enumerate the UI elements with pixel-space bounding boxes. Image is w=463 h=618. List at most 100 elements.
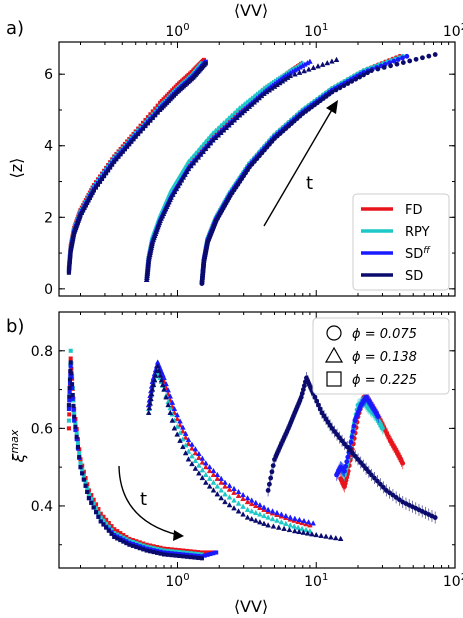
panel-b-data-point — [74, 434, 79, 439]
panel-b-data-point — [98, 519, 103, 524]
panel-b-data-point — [127, 542, 132, 547]
panel-b-data-point — [91, 505, 96, 510]
panel-a-data-point — [188, 155, 194, 162]
panel-a-data-point — [212, 134, 219, 140]
panel-a-data-point — [407, 58, 413, 64]
y-tick-label: 2 — [44, 210, 53, 226]
panel-b-series-sdff-phi0138 — [145, 359, 316, 526]
panel-b-data-point — [185, 436, 192, 443]
panel-b-data-point — [150, 381, 157, 388]
panel-b-data-point — [196, 462, 202, 468]
panel-b-data-point — [182, 434, 189, 440]
panel-b-data-point — [244, 514, 251, 520]
panel-a-data-point — [215, 125, 222, 131]
panel-b-data-point — [73, 427, 78, 432]
panel-b-data-point — [80, 467, 85, 472]
panel-b-data-point — [377, 481, 383, 487]
panel-b-data-point — [252, 499, 259, 505]
panel-a-data-point — [176, 180, 183, 186]
panel-a-data-point — [150, 109, 155, 114]
panel-b-data-point — [101, 514, 106, 519]
top-x-axis-label: ⟨VV⟩ — [234, 1, 268, 20]
panel-b-data-point — [355, 456, 361, 462]
panel-a-data-point — [192, 150, 199, 156]
panel-a-time-arrow — [263, 107, 334, 227]
panel-b-data-point — [151, 550, 156, 555]
x-tick-label: 102 — [443, 572, 463, 590]
panel-b-data-point — [157, 372, 164, 378]
panel-a-data-point — [404, 53, 410, 59]
panel-a-legend-box — [352, 193, 450, 291]
panel-a-data-point — [145, 121, 150, 126]
panel-b-time-arrow — [118, 465, 179, 536]
panel-a-data-point — [68, 251, 73, 256]
panel-b-data-point — [192, 450, 199, 456]
panel-b-data-point — [165, 387, 171, 393]
panel-b-data-point — [112, 534, 117, 540]
panel-a-data-point — [170, 191, 176, 197]
panel-b-data-point — [226, 501, 233, 508]
panel-b-data-point — [287, 522, 294, 528]
panel-b-data-point — [151, 377, 158, 383]
panel-a-data-point — [143, 124, 148, 129]
panel-b-data-point — [78, 461, 83, 466]
panel-b-data-point — [147, 400, 153, 406]
panel-b-data-point — [204, 550, 210, 555]
panel-b-data-point — [167, 409, 174, 415]
panel-b-data-point — [295, 524, 301, 530]
panel-b-data-point — [278, 511, 285, 517]
panel-b-data-point — [149, 386, 156, 392]
panel-b-y-axis-label: ξmax — [8, 429, 28, 463]
panel-b-data-point — [283, 520, 289, 526]
panel-a-data-point — [136, 132, 141, 137]
panel-b-data-point — [165, 552, 170, 557]
panel-a-data-point — [141, 126, 146, 131]
panel-b-data-point — [248, 497, 255, 503]
panel-b-data-point — [69, 371, 74, 376]
panel-b-data-point — [104, 517, 109, 522]
panel-b-data-point — [202, 553, 207, 558]
panel-a-data-point — [228, 119, 235, 125]
panel-b-data-point — [432, 515, 438, 520]
panel-a-data-point — [329, 58, 335, 64]
panel-b-data-point — [72, 418, 77, 423]
panel-b-data-point — [292, 515, 298, 521]
panel-a-series-sd-phi0075 — [66, 61, 208, 275]
panel-a-data-point — [90, 190, 95, 196]
panel-a-data-point — [197, 151, 204, 157]
panel-b-data-point — [67, 398, 72, 403]
panel-b-data-point — [144, 548, 149, 553]
panel-b-data-point — [316, 402, 321, 408]
panel-a-data-point — [305, 66, 312, 72]
panel-b-data-point — [375, 414, 381, 420]
panel-b-data-point — [318, 532, 324, 538]
panel-b-data-point — [347, 447, 353, 453]
panel-b-data-point — [291, 523, 298, 529]
panel-b-data-point — [83, 479, 88, 484]
panel-b-data-point — [81, 477, 86, 482]
panel-b-data-point — [101, 518, 106, 523]
panel-a-data-point — [178, 177, 185, 183]
y-tick-label: 0.8 — [31, 344, 53, 360]
panel-b-data-point — [112, 527, 117, 532]
panel-b-data-point — [274, 517, 280, 523]
panel-a-data-point — [223, 117, 230, 123]
panel-b-data-point — [165, 401, 171, 408]
panel-a-data-point — [171, 188, 178, 194]
panel-a-data-point — [296, 69, 303, 75]
panel-b-data-point — [240, 491, 246, 498]
panel-a-data-point — [190, 160, 197, 166]
panel-a-data-point — [212, 127, 219, 133]
panel-a-data-point — [168, 194, 174, 200]
panel-a-data-point — [207, 132, 214, 139]
panel-b-data-point — [337, 535, 344, 542]
panel-b-data-point — [261, 504, 267, 510]
panel-b-data-point — [69, 366, 74, 371]
panel-b-data-point — [235, 500, 242, 506]
panel-b-data-point — [218, 475, 224, 481]
panel-b-data-point — [115, 529, 120, 534]
panel-a-data-point — [118, 152, 123, 157]
panel-a-data-point — [133, 134, 138, 139]
panel-b-data-point — [214, 475, 221, 481]
panel-b-data-point — [161, 386, 167, 392]
